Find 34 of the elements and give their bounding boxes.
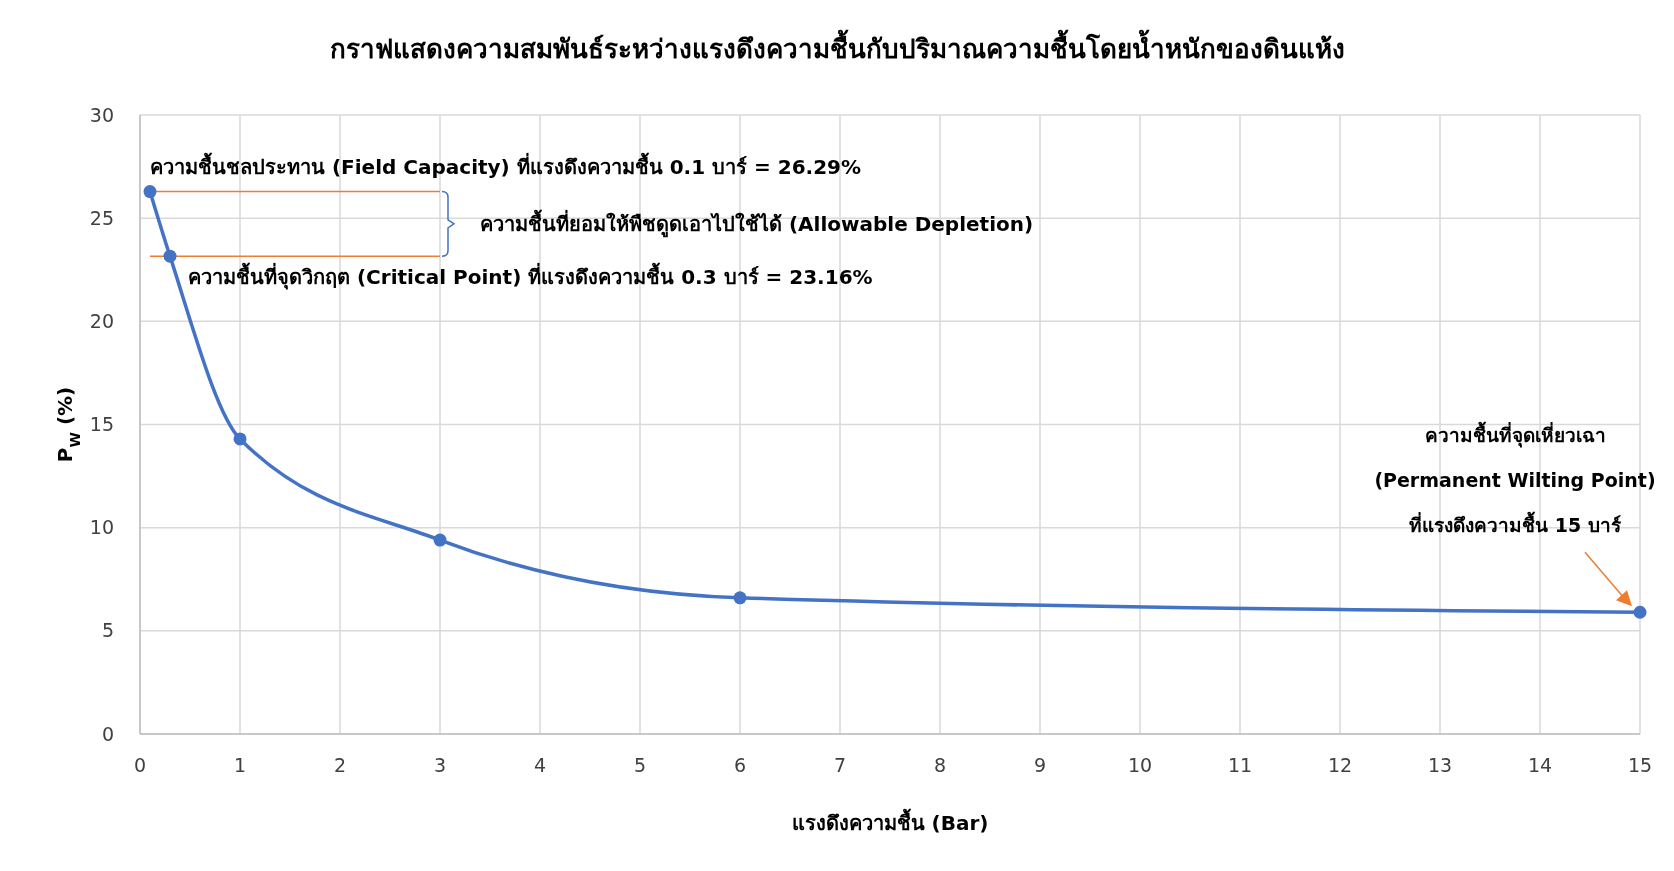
point: [1633, 605, 1647, 619]
annotation: ความชื้นที่ยอมให้พืชดูดเอาไปใช้ได้ (Allowable Depletion): [480, 208, 1034, 238]
y-tick-label: 25: [89, 206, 114, 229]
y-tick-label: 20: [89, 309, 114, 332]
y-tick-label: 5: [101, 619, 114, 642]
x-axis-title: แรงดึงความชื้น (Bar): [791, 808, 989, 835]
x-tick-label: 11: [1227, 754, 1253, 776]
y-tick-label: 10: [89, 516, 114, 539]
point: [733, 591, 747, 605]
annotation: ความชื้นที่จุดวิกฤต (Critical Point) ที่แรงดึงความชื้น 0.3 บาร์ = 23.16%: [188, 262, 873, 291]
x-tick-label: 9: [1033, 754, 1047, 776]
point: [233, 432, 247, 446]
point: [163, 249, 177, 263]
x-tick-label: 8: [933, 754, 947, 776]
y-tick-label: 15: [89, 413, 114, 436]
x-tick-label: 5: [633, 754, 647, 776]
x-tick-label: 15: [1627, 754, 1653, 776]
annotation: ความชื้นชลประทาน (Field Capacity) ที่แรงดึงความชื้น 0.1 บาร์ = 26.29%: [150, 151, 862, 179]
x-tick-label: 0: [133, 754, 147, 776]
chart-title: กราฟแสดงความสมพันธ์ระหว่างแรงดึงความชื้นกับปริมาณความชื้นโดยน้ำหนักของดินแห้ง: [329, 29, 1345, 64]
x-tick-label: 4: [533, 754, 547, 776]
x-tick-label: 12: [1327, 754, 1353, 776]
y-tick-label: 0: [101, 722, 114, 745]
x-tick-label: 3: [433, 754, 447, 776]
x-tick-label: 7: [833, 754, 847, 776]
x-tick-label: 13: [1427, 754, 1453, 776]
point: [143, 185, 157, 199]
x-tick-label: 2: [333, 754, 347, 776]
x-tick-label: 10: [1127, 754, 1153, 776]
x-tick-label: 14: [1527, 754, 1553, 776]
x-tick-label: 6: [733, 754, 747, 776]
y-tick-label: 30: [89, 103, 114, 126]
x-tick-label: 1: [233, 754, 247, 776]
point: [433, 533, 447, 547]
